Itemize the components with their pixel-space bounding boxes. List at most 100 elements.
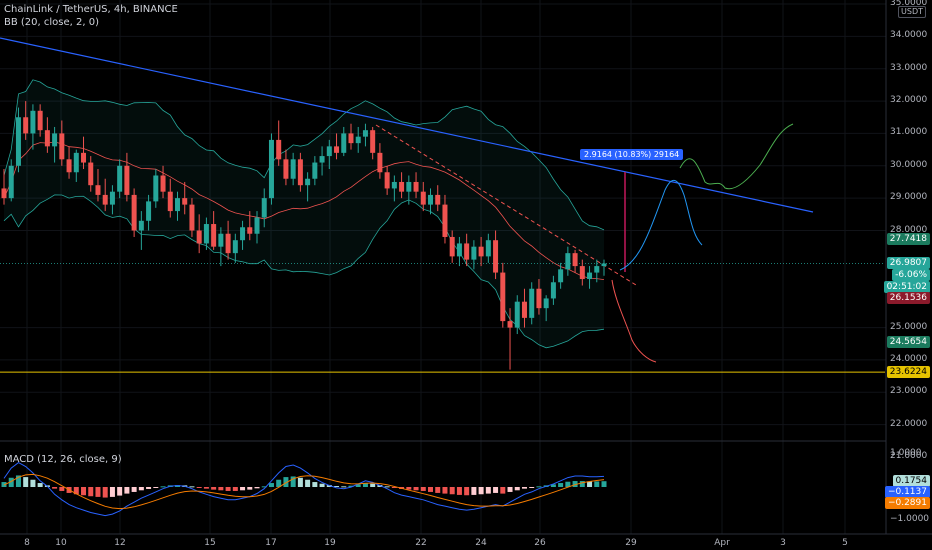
macd-histogram-bar (355, 484, 361, 487)
candle-body (124, 165, 130, 195)
macd-tag[interactable]: −0.2891 (884, 496, 930, 509)
candles (1, 101, 607, 370)
macd-histogram-bar (305, 479, 311, 487)
candle-body (146, 201, 152, 221)
candle-body (355, 136, 361, 144)
macd-histogram-bar (442, 487, 448, 494)
currency-badge[interactable]: USDT (898, 6, 926, 18)
time-tick-label: 29 (625, 538, 637, 548)
macd-histogram-bar (276, 479, 282, 487)
time-tick-label: 15 (204, 538, 216, 548)
macd-histogram-bar (232, 487, 238, 491)
candle-body (384, 172, 390, 189)
price-tick-label: 25.0000 (890, 321, 928, 332)
candle-body (435, 194, 441, 205)
macd-indicator-label[interactable]: MACD (12, 26, close, 9) (4, 454, 122, 465)
projection-path-continuation[interactable] (679, 123, 794, 190)
time-tick-label: 5 (842, 538, 848, 548)
macd-histogram-bar (384, 486, 390, 488)
price-tick-label: 22.0000 (890, 418, 928, 429)
macd-histogram-bar (52, 487, 58, 489)
candle-body (514, 301, 520, 328)
macd-line (3, 462, 605, 517)
price-tag[interactable]: 23.6224 (886, 366, 930, 379)
candle-body (428, 194, 434, 205)
candle-body (391, 181, 397, 189)
candle-body (507, 321, 513, 328)
candle-body (276, 139, 282, 160)
candle-body (601, 263, 607, 267)
candle-body (290, 159, 296, 179)
candle-body (464, 243, 470, 260)
macd-histogram-bar (449, 487, 455, 495)
candle-body (153, 175, 159, 202)
measure-label[interactable]: 2.9164 (10.83%) 29164 (580, 149, 684, 160)
projection-path-down[interactable] (611, 279, 657, 363)
macd-histogram-bar (312, 482, 318, 487)
candle-body (587, 272, 593, 280)
bb-basis (3, 141, 605, 280)
price-tag[interactable]: 26.1536 (886, 292, 930, 305)
macd-histogram-bar (507, 487, 513, 492)
candle-body (232, 240, 238, 254)
macd-histogram-bar (579, 481, 585, 487)
candle-body (529, 288, 535, 318)
time-tick-label: 8 (24, 538, 30, 548)
macd-histogram-bar (290, 476, 296, 487)
price-tag[interactable]: -6.06% (892, 269, 930, 282)
macd-histogram-bar (225, 487, 231, 491)
macd-histogram-bar (268, 483, 274, 487)
candle-body (73, 152, 79, 173)
grid (0, 0, 886, 534)
macd-histogram-bar (189, 486, 195, 488)
macd-histogram-bar (420, 487, 426, 491)
macd-histogram-bar (406, 487, 412, 490)
macd-histogram-bar (471, 487, 477, 495)
macd-histogram-bar (131, 487, 137, 492)
symbol-title[interactable]: ChainLink / TetherUS, 4h, BINANCE (4, 4, 178, 15)
macd-histogram-bar (319, 483, 325, 487)
macd-pane (1, 462, 607, 517)
dashed-trendline[interactable] (375, 124, 637, 286)
macd-histogram-bar (254, 487, 260, 489)
candle-body (211, 224, 217, 247)
macd-histogram-bar (8, 477, 14, 487)
candle-body (319, 156, 325, 163)
price-tag[interactable]: 27.7418 (886, 232, 930, 245)
candle-body (348, 133, 354, 144)
candle-body (240, 227, 246, 241)
macd-tag[interactable]: 0.1754 (892, 475, 930, 488)
price-tag[interactable]: 24.5654 (886, 335, 930, 348)
candle-body (550, 282, 556, 299)
price-tag[interactable]: 26.9807 (886, 257, 930, 270)
time-tick-label: 22 (415, 538, 427, 548)
macd-histogram-bar (88, 487, 94, 497)
macd-histogram-bar (297, 477, 303, 487)
macd-histogram-bar (341, 486, 347, 488)
bb-indicator-label[interactable]: BB (20, close, 2, 0) (4, 17, 99, 28)
price-tick-label: 33.0000 (890, 62, 928, 73)
candle-body (572, 253, 578, 267)
macd-histogram-bar (23, 477, 29, 487)
price-tick-label: 35.0000 (890, 0, 928, 8)
price-tick-label: 21.0000 (890, 451, 928, 461)
candle-body (493, 240, 499, 273)
candle-body (160, 175, 166, 192)
price-tag[interactable]: 02:51:02 (883, 280, 930, 293)
macd-tag[interactable]: −0.1137 (884, 485, 930, 498)
macd-histogram-bar (203, 487, 209, 489)
projection-path-up[interactable] (619, 180, 703, 271)
time-tick-label: 12 (114, 538, 126, 548)
macd-histogram-bar (493, 487, 499, 493)
macd-histogram-bar (558, 483, 564, 487)
macd-histogram-bar (435, 487, 441, 493)
macd-histogram-bar (413, 487, 419, 491)
candle-body (362, 130, 368, 137)
macd-histogram-bar (30, 479, 36, 487)
macd-histogram-bar (362, 483, 368, 487)
macd-histogram-bar (81, 487, 87, 496)
candle-body (500, 272, 506, 322)
candle-body (225, 233, 231, 254)
candle-body (196, 230, 202, 244)
